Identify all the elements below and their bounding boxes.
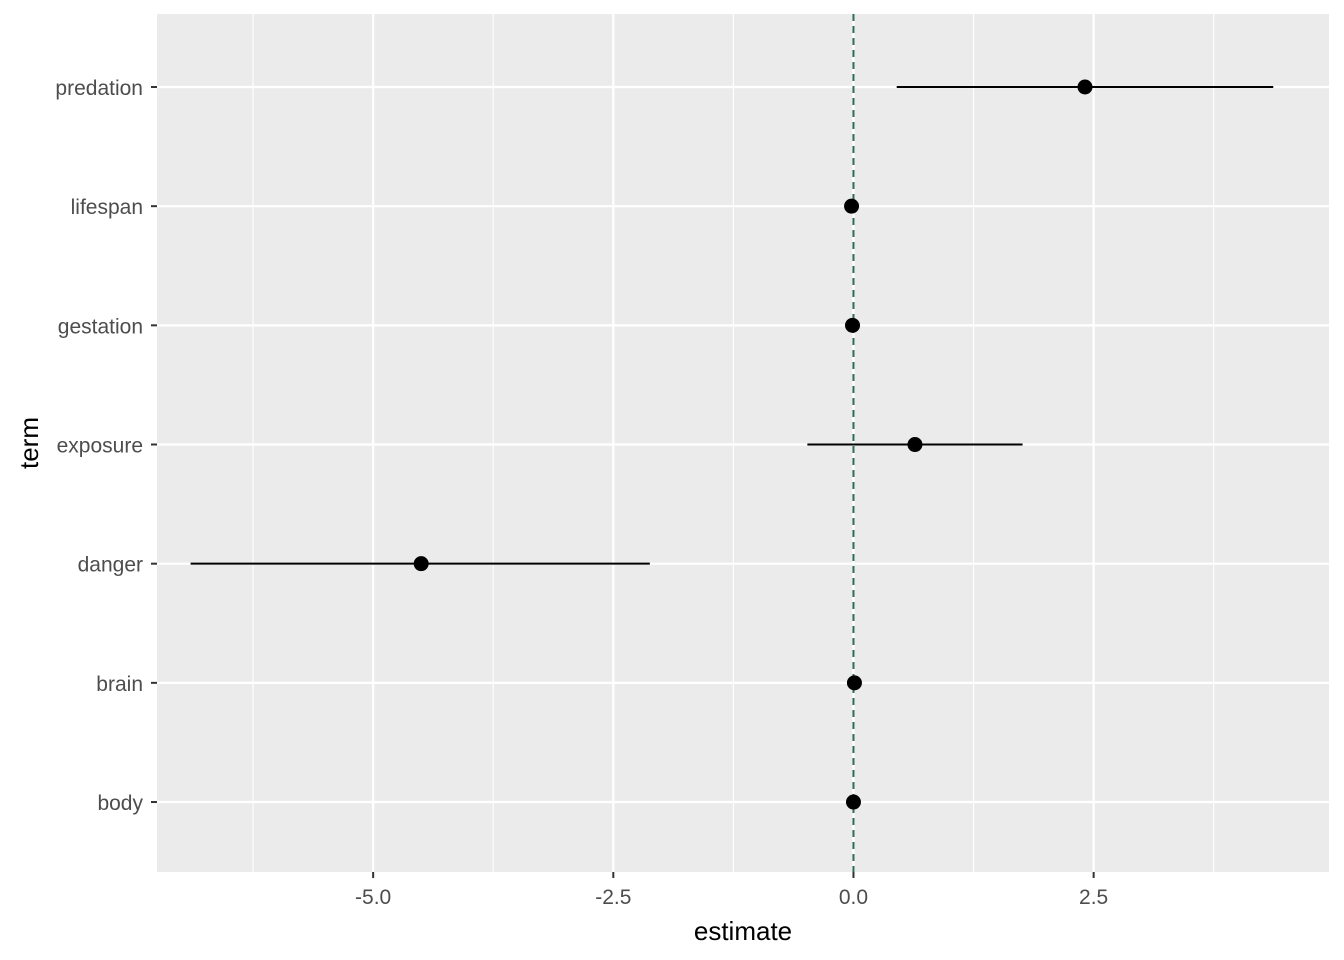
grid-minor (252, 14, 1215, 872)
y-tick-label-predation: predation (55, 77, 143, 100)
point-body (845, 794, 861, 810)
point-lifespan (844, 198, 860, 214)
plot-panel (157, 14, 1329, 872)
x-axis-tick-labels: -5.0 -2.5 0.0 2.5 (355, 886, 1108, 909)
point-brain (846, 675, 862, 691)
y-tick-label-lifespan: lifespan (71, 196, 143, 219)
y-tick-label-body: body (97, 792, 143, 815)
y-tick-label-gestation: gestation (58, 315, 143, 338)
point-predation (1077, 79, 1093, 95)
x-axis-ticks (372, 872, 1095, 878)
y-tick-label-exposure: exposure (57, 435, 143, 458)
y-tick-label-brain: brain (96, 673, 143, 696)
x-axis-title: estimate (694, 916, 792, 946)
x-tick-label: 2.5 (1079, 886, 1108, 909)
y-tick-label-danger: danger (78, 554, 143, 577)
x-tick-label: 0.0 (839, 886, 868, 909)
x-tick-label: -5.0 (355, 886, 391, 909)
point-danger (413, 556, 429, 572)
y-axis-tick-labels: predation lifespan gestation exposure danger… (55, 77, 143, 815)
y-axis-title: term (14, 417, 44, 469)
y-axis-ticks (151, 86, 157, 804)
x-tick-label: -2.5 (595, 886, 631, 909)
estimate-points (413, 79, 1093, 810)
point-exposure (907, 437, 923, 453)
point-gestation (845, 317, 861, 333)
